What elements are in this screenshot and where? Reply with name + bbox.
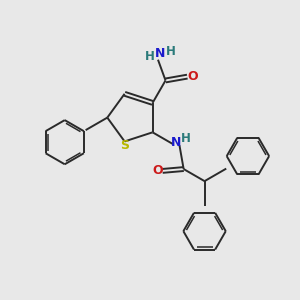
Text: H: H [181, 132, 191, 145]
Text: O: O [152, 164, 163, 177]
Text: O: O [187, 70, 198, 83]
Text: N: N [155, 47, 166, 60]
Text: S: S [120, 139, 129, 152]
Text: N: N [171, 136, 182, 149]
Text: H: H [166, 45, 176, 58]
Text: H: H [145, 50, 155, 63]
